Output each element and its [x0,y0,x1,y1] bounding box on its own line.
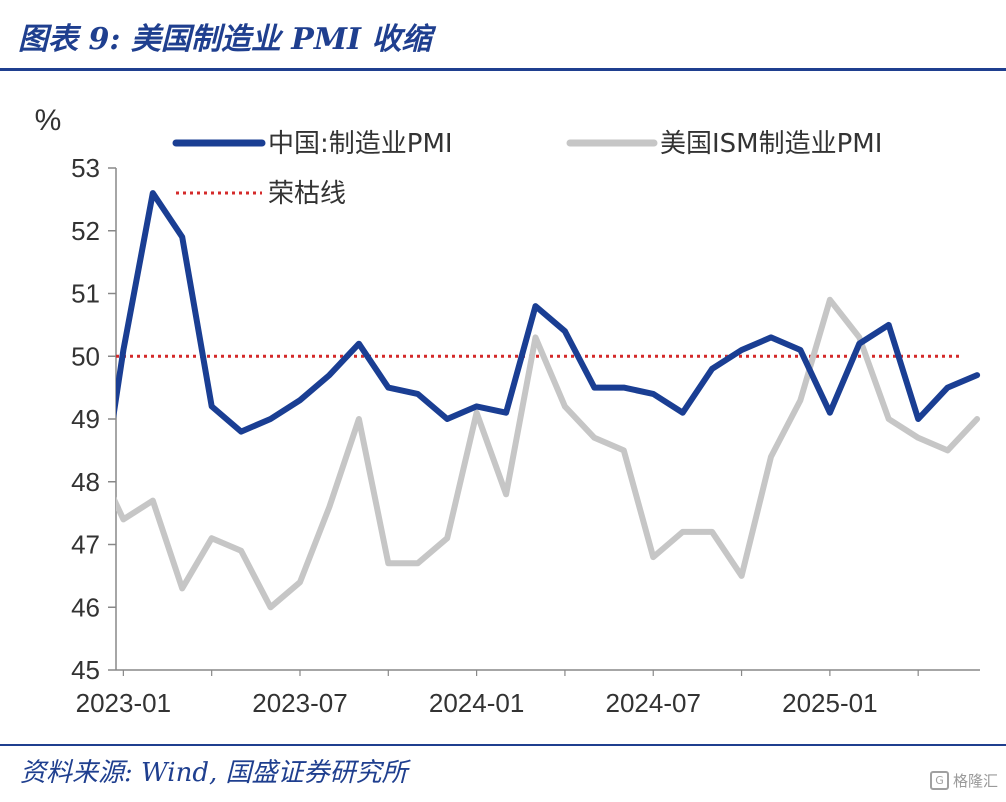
y-tick-label: 47 [71,530,100,560]
y-tick-label: 49 [71,404,100,434]
x-tick-label: 2024-01 [429,688,524,718]
title-divider [0,68,1006,71]
y-tick-label: 45 [71,655,100,685]
x-tick-label: 2023-01 [76,688,171,718]
legend-label-boom-bust: 荣枯线 [268,179,346,209]
watermark: G 格隆汇 [929,770,998,791]
pmi-line-chart: 45 46 47 48 49 50 51 52 53% 2023-01 2023-07 2024-01… [35,104,981,718]
source-note: 资料来源: Wind, 国盛证券研究所 [20,758,408,788]
y-tick-label: 51 [71,279,100,309]
y-tick-label: 48 [71,467,100,497]
y-tick-label: 52 [71,216,100,246]
legend-label-china: 中国:制造业PMI [268,129,453,159]
y-tick-label: 46 [71,592,100,622]
y-tick-label: 50 [71,341,100,371]
watermark-logo-icon: G [929,771,949,790]
legend-label-us: 美国ISM制造业PMI [660,129,882,159]
series-line-us-ism-pmi [116,296,981,611]
y-tick-label: 53 [71,153,100,183]
x-tick-label: 2025-01 [782,688,877,718]
series-line-china-pmi [116,190,981,435]
x-tick-label: 2023-07 [252,688,347,718]
figure-title: 图表 9: 美国制造业 PMI 收缩 [18,22,432,57]
source-divider [0,744,1006,746]
watermark-text: 格隆汇 [952,772,998,790]
y-unit-label: % [35,104,62,137]
x-tick-label: 2024-07 [606,688,701,718]
